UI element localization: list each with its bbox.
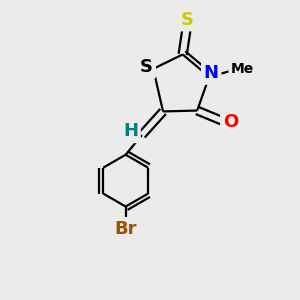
Text: H: H — [123, 122, 138, 140]
Text: Me: Me — [230, 62, 254, 76]
Text: Br: Br — [114, 220, 137, 238]
Text: S: S — [181, 11, 194, 29]
Text: O: O — [223, 113, 238, 131]
Text: N: N — [204, 64, 219, 82]
Text: S: S — [140, 58, 153, 76]
